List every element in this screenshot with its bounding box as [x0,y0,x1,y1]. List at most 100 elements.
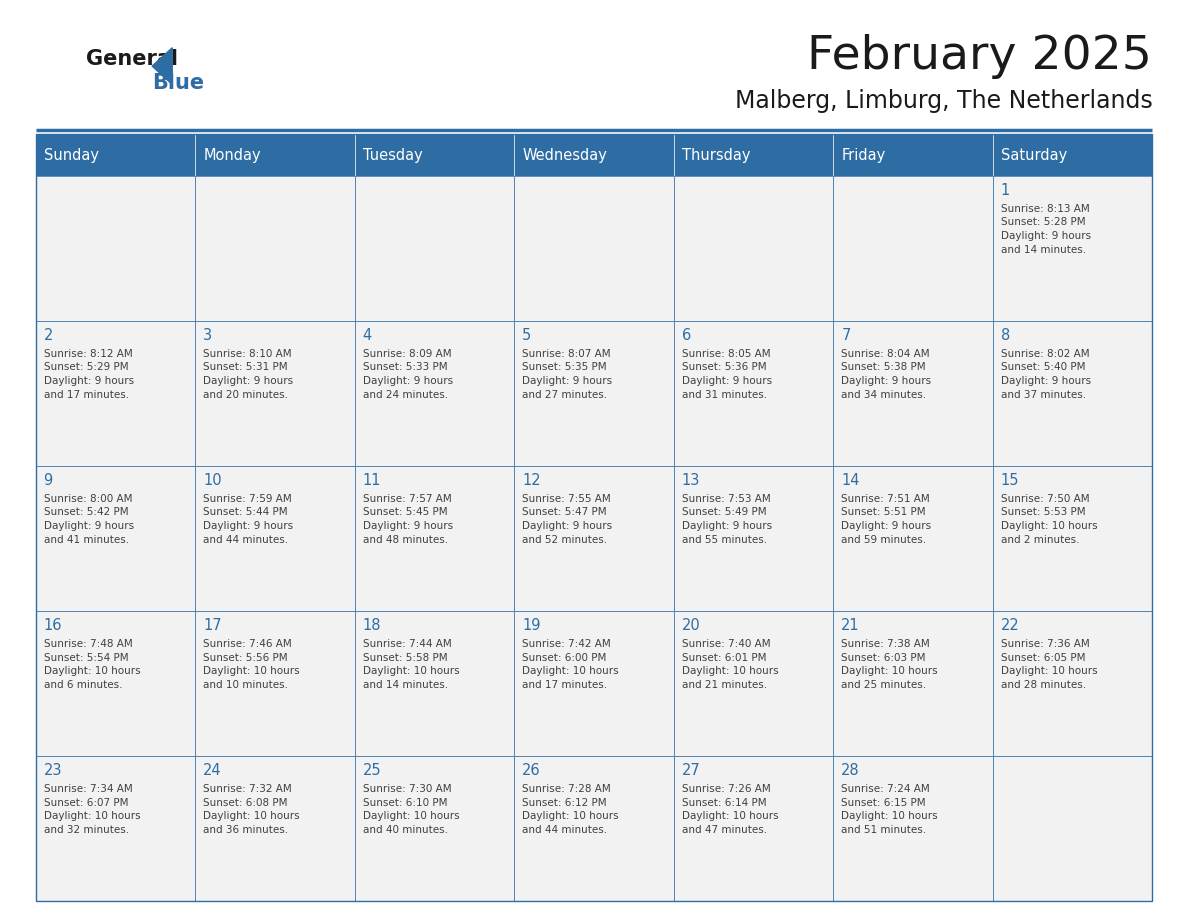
Bar [993,756,1152,901]
Bar [674,321,833,466]
Text: 12: 12 [523,473,541,487]
Bar [195,134,355,176]
Text: 24: 24 [203,763,222,778]
Bar [355,466,514,611]
Bar [674,134,833,176]
Text: Sunrise: 7:38 AM
Sunset: 6:03 PM
Daylight: 10 hours
and 25 minutes.: Sunrise: 7:38 AM Sunset: 6:03 PM Dayligh… [841,639,937,689]
Bar [355,321,514,466]
Text: Sunrise: 7:46 AM
Sunset: 5:56 PM
Daylight: 10 hours
and 10 minutes.: Sunrise: 7:46 AM Sunset: 5:56 PM Dayligh… [203,639,299,689]
Text: Sunrise: 7:42 AM
Sunset: 6:00 PM
Daylight: 10 hours
and 17 minutes.: Sunrise: 7:42 AM Sunset: 6:00 PM Dayligh… [523,639,619,689]
Text: Sunrise: 7:57 AM
Sunset: 5:45 PM
Daylight: 9 hours
and 48 minutes.: Sunrise: 7:57 AM Sunset: 5:45 PM Dayligh… [362,494,453,544]
Bar [674,611,833,756]
Text: 5: 5 [523,328,531,342]
Text: 26: 26 [523,763,541,778]
Text: 8: 8 [1000,328,1010,342]
Text: Sunrise: 7:59 AM
Sunset: 5:44 PM
Daylight: 9 hours
and 44 minutes.: Sunrise: 7:59 AM Sunset: 5:44 PM Dayligh… [203,494,293,544]
Text: Sunrise: 7:55 AM
Sunset: 5:47 PM
Daylight: 9 hours
and 52 minutes.: Sunrise: 7:55 AM Sunset: 5:47 PM Dayligh… [523,494,612,544]
Text: Sunrise: 7:48 AM
Sunset: 5:54 PM
Daylight: 10 hours
and 6 minutes.: Sunrise: 7:48 AM Sunset: 5:54 PM Dayligh… [44,639,140,689]
Bar [195,611,355,756]
Bar [514,611,674,756]
Bar [36,466,195,611]
Text: 21: 21 [841,618,860,633]
Text: Sunrise: 8:09 AM
Sunset: 5:33 PM
Daylight: 9 hours
and 24 minutes.: Sunrise: 8:09 AM Sunset: 5:33 PM Dayligh… [362,349,453,399]
Bar [993,176,1152,321]
Text: 23: 23 [44,763,62,778]
Text: Sunrise: 7:30 AM
Sunset: 6:10 PM
Daylight: 10 hours
and 40 minutes.: Sunrise: 7:30 AM Sunset: 6:10 PM Dayligh… [362,784,460,834]
Text: 17: 17 [203,618,222,633]
Bar [355,756,514,901]
Text: 19: 19 [523,618,541,633]
Text: Sunrise: 8:02 AM
Sunset: 5:40 PM
Daylight: 9 hours
and 37 minutes.: Sunrise: 8:02 AM Sunset: 5:40 PM Dayligh… [1000,349,1091,399]
Text: 3: 3 [203,328,213,342]
Bar [355,134,514,176]
Text: Sunday: Sunday [44,148,99,162]
Text: 28: 28 [841,763,860,778]
Text: 7: 7 [841,328,851,342]
Bar [833,611,993,756]
Text: Sunrise: 8:04 AM
Sunset: 5:38 PM
Daylight: 9 hours
and 34 minutes.: Sunrise: 8:04 AM Sunset: 5:38 PM Dayligh… [841,349,931,399]
Bar [993,466,1152,611]
Bar [195,321,355,466]
Text: Sunrise: 7:44 AM
Sunset: 5:58 PM
Daylight: 10 hours
and 14 minutes.: Sunrise: 7:44 AM Sunset: 5:58 PM Dayligh… [362,639,460,689]
Bar [674,756,833,901]
Text: Sunrise: 7:26 AM
Sunset: 6:14 PM
Daylight: 10 hours
and 47 minutes.: Sunrise: 7:26 AM Sunset: 6:14 PM Dayligh… [682,784,778,834]
Bar [355,176,514,321]
Bar [833,321,993,466]
Bar [195,176,355,321]
Text: Tuesday: Tuesday [362,148,423,162]
Text: Thursday: Thursday [682,148,751,162]
Text: Sunrise: 8:07 AM
Sunset: 5:35 PM
Daylight: 9 hours
and 27 minutes.: Sunrise: 8:07 AM Sunset: 5:35 PM Dayligh… [523,349,612,399]
Bar [833,176,993,321]
Text: Sunrise: 7:28 AM
Sunset: 6:12 PM
Daylight: 10 hours
and 44 minutes.: Sunrise: 7:28 AM Sunset: 6:12 PM Dayligh… [523,784,619,834]
Text: Blue: Blue [152,73,204,93]
Bar [195,756,355,901]
Text: 27: 27 [682,763,701,778]
Polygon shape [152,48,172,84]
Bar [833,134,993,176]
Text: 1: 1 [1000,183,1010,197]
Text: Monday: Monday [203,148,261,162]
Text: 15: 15 [1000,473,1019,487]
Bar [36,134,1152,901]
Text: February 2025: February 2025 [808,34,1152,80]
Text: 9: 9 [44,473,53,487]
Text: Sunrise: 7:32 AM
Sunset: 6:08 PM
Daylight: 10 hours
and 36 minutes.: Sunrise: 7:32 AM Sunset: 6:08 PM Dayligh… [203,784,299,834]
Bar [993,134,1152,176]
Text: 18: 18 [362,618,381,633]
Text: Sunrise: 8:05 AM
Sunset: 5:36 PM
Daylight: 9 hours
and 31 minutes.: Sunrise: 8:05 AM Sunset: 5:36 PM Dayligh… [682,349,772,399]
Text: 13: 13 [682,473,700,487]
Bar [993,611,1152,756]
Bar [514,134,674,176]
Bar [514,466,674,611]
Bar [355,611,514,756]
Bar [195,466,355,611]
Text: Sunrise: 7:24 AM
Sunset: 6:15 PM
Daylight: 10 hours
and 51 minutes.: Sunrise: 7:24 AM Sunset: 6:15 PM Dayligh… [841,784,937,834]
Text: 6: 6 [682,328,691,342]
Bar [833,756,993,901]
Bar [993,321,1152,466]
Text: Friday: Friday [841,148,885,162]
Text: 22: 22 [1000,618,1019,633]
Text: 4: 4 [362,328,372,342]
Text: General: General [86,49,177,69]
Text: 10: 10 [203,473,222,487]
Bar [36,611,195,756]
Text: 2: 2 [44,328,53,342]
Text: Sunrise: 7:36 AM
Sunset: 6:05 PM
Daylight: 10 hours
and 28 minutes.: Sunrise: 7:36 AM Sunset: 6:05 PM Dayligh… [1000,639,1098,689]
Text: Sunrise: 7:51 AM
Sunset: 5:51 PM
Daylight: 9 hours
and 59 minutes.: Sunrise: 7:51 AM Sunset: 5:51 PM Dayligh… [841,494,931,544]
Bar [833,466,993,611]
Bar [36,321,195,466]
Bar [36,134,195,176]
Text: Sunrise: 7:53 AM
Sunset: 5:49 PM
Daylight: 9 hours
and 55 minutes.: Sunrise: 7:53 AM Sunset: 5:49 PM Dayligh… [682,494,772,544]
Text: Sunrise: 7:40 AM
Sunset: 6:01 PM
Daylight: 10 hours
and 21 minutes.: Sunrise: 7:40 AM Sunset: 6:01 PM Dayligh… [682,639,778,689]
Text: Wednesday: Wednesday [523,148,607,162]
Bar [514,321,674,466]
Text: Sunrise: 7:50 AM
Sunset: 5:53 PM
Daylight: 10 hours
and 2 minutes.: Sunrise: 7:50 AM Sunset: 5:53 PM Dayligh… [1000,494,1098,544]
Text: 25: 25 [362,763,381,778]
Text: Sunrise: 7:34 AM
Sunset: 6:07 PM
Daylight: 10 hours
and 32 minutes.: Sunrise: 7:34 AM Sunset: 6:07 PM Dayligh… [44,784,140,834]
Text: Sunrise: 8:10 AM
Sunset: 5:31 PM
Daylight: 9 hours
and 20 minutes.: Sunrise: 8:10 AM Sunset: 5:31 PM Dayligh… [203,349,293,399]
Bar [674,466,833,611]
Bar [36,756,195,901]
Text: Sunrise: 8:12 AM
Sunset: 5:29 PM
Daylight: 9 hours
and 17 minutes.: Sunrise: 8:12 AM Sunset: 5:29 PM Dayligh… [44,349,134,399]
Bar [674,176,833,321]
